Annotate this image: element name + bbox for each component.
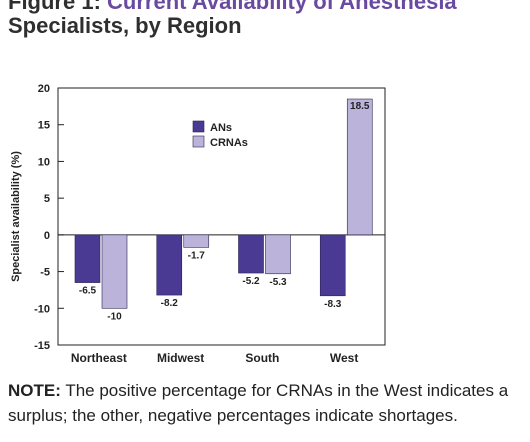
bar-ans-midwest: [156, 234, 183, 296]
y-tick-label: 10: [38, 156, 50, 168]
data-label: -5.3: [269, 277, 287, 288]
figure-label: Figure 1:: [8, 0, 101, 14]
bar-crnas-west: [346, 98, 373, 236]
x-tick-label: South: [245, 351, 279, 365]
legend-label-crnas: CRNAs: [210, 137, 248, 149]
note-label: NOTE:: [8, 381, 61, 400]
bar-ans-northeast: [74, 234, 101, 283]
figure-title-accent: Current Availability of Anesthesia: [107, 0, 457, 14]
bar-ans-south: [238, 234, 264, 274]
x-tick-label: West: [330, 351, 358, 365]
plot-frame: [57, 87, 386, 346]
y-axis-title: Specialist availability (%): [10, 151, 22, 282]
figure-title-line-1: Figure 1: Current Availability of Anesth…: [8, 0, 457, 15]
legend-swatch-ans: [192, 120, 205, 133]
legend-swatch-crnas: [192, 135, 205, 148]
y-tick-label: 15: [38, 120, 50, 132]
data-label: -1.7: [188, 250, 206, 261]
y-tick-label: 5: [44, 193, 50, 205]
data-label: 18.5: [350, 101, 370, 112]
data-label: -5.2: [242, 276, 260, 287]
figure-title: Figure 1: Current Availability of Anesth…: [0, 0, 530, 46]
legend-label-ans: ANs: [210, 122, 232, 134]
data-label: -8.2: [161, 298, 179, 309]
x-tick-label: Midwest: [157, 351, 204, 365]
figure-title-line-2: Specialists, by Region: [8, 13, 242, 38]
data-label: -10: [107, 311, 122, 322]
note: NOTE: The positive percentage for CRNAs …: [8, 378, 522, 442]
bar-crnas-south: [265, 234, 291, 275]
bar-chart: 20 15 10 5 0 -5 -10 -15 Specialist availability …: [10, 83, 386, 365]
data-label: -6.5: [79, 286, 97, 297]
y-tick-label: 20: [38, 83, 50, 95]
note-text: The positive percentage for CRNAs in the…: [8, 381, 509, 425]
data-label: -8.3: [324, 299, 342, 310]
bar-crnas-northeast: [101, 234, 128, 309]
bar-ans-west: [319, 234, 346, 297]
y-tick-label: -15: [34, 340, 50, 352]
y-tick-label: -5: [40, 267, 50, 279]
x-tick-label: Northeast: [71, 351, 127, 365]
y-tick-label: -10: [34, 303, 50, 315]
y-tick-label: 0: [44, 230, 50, 242]
bar-crnas-midwest: [183, 234, 210, 248]
